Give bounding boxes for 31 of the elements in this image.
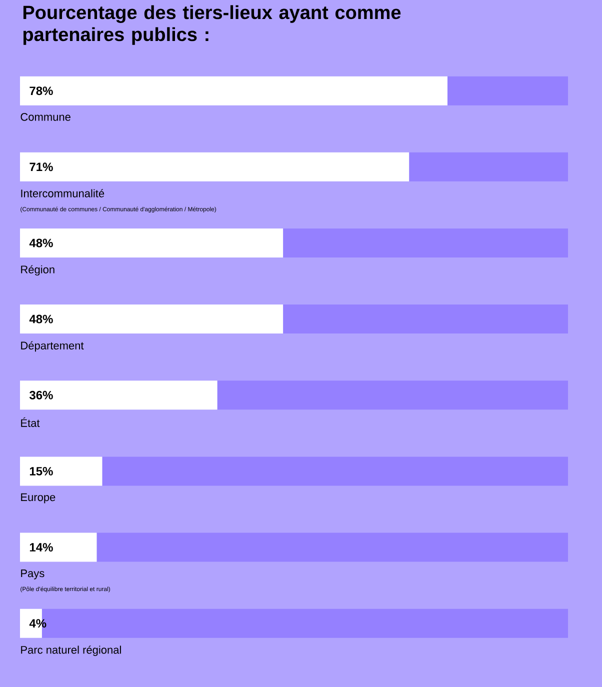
data-label: 48% bbox=[29, 238, 53, 248]
y-tick-label: Parc naturel régional bbox=[21, 646, 121, 656]
data-label: 4% bbox=[29, 619, 46, 628]
bar bbox=[20, 76, 448, 106]
y-tick-label: Région bbox=[21, 265, 54, 276]
y-tick-label: Département bbox=[21, 341, 84, 352]
y-tick-label: Commune bbox=[20, 113, 70, 121]
y-tick-label: Pays bbox=[21, 570, 44, 580]
data-label: 15% bbox=[30, 466, 53, 476]
bar bbox=[20, 228, 284, 258]
bar bbox=[20, 304, 284, 334]
bar bbox=[409, 152, 568, 182]
y-tick-label: Europe bbox=[21, 493, 56, 504]
bar bbox=[20, 152, 410, 182]
data-label: 36% bbox=[29, 390, 53, 400]
bar bbox=[283, 304, 568, 334]
data-label: 48% bbox=[29, 314, 53, 324]
bar bbox=[283, 228, 568, 258]
bar bbox=[20, 380, 218, 410]
data-label: 14% bbox=[30, 543, 53, 552]
bar bbox=[96, 532, 568, 562]
bar bbox=[20, 532, 97, 562]
bar bbox=[102, 456, 568, 486]
chart-title: Pourcentage des tiers-lieux ayant comme partenaires publics : bbox=[23, 5, 401, 45]
y-tick-label: Intercommunalité bbox=[21, 189, 104, 198]
bar bbox=[217, 380, 568, 410]
y-tick-label: État bbox=[21, 417, 40, 427]
data-label: 78% bbox=[30, 86, 53, 96]
bar bbox=[20, 456, 102, 486]
data-label: 71% bbox=[30, 162, 53, 172]
bar bbox=[447, 76, 568, 106]
